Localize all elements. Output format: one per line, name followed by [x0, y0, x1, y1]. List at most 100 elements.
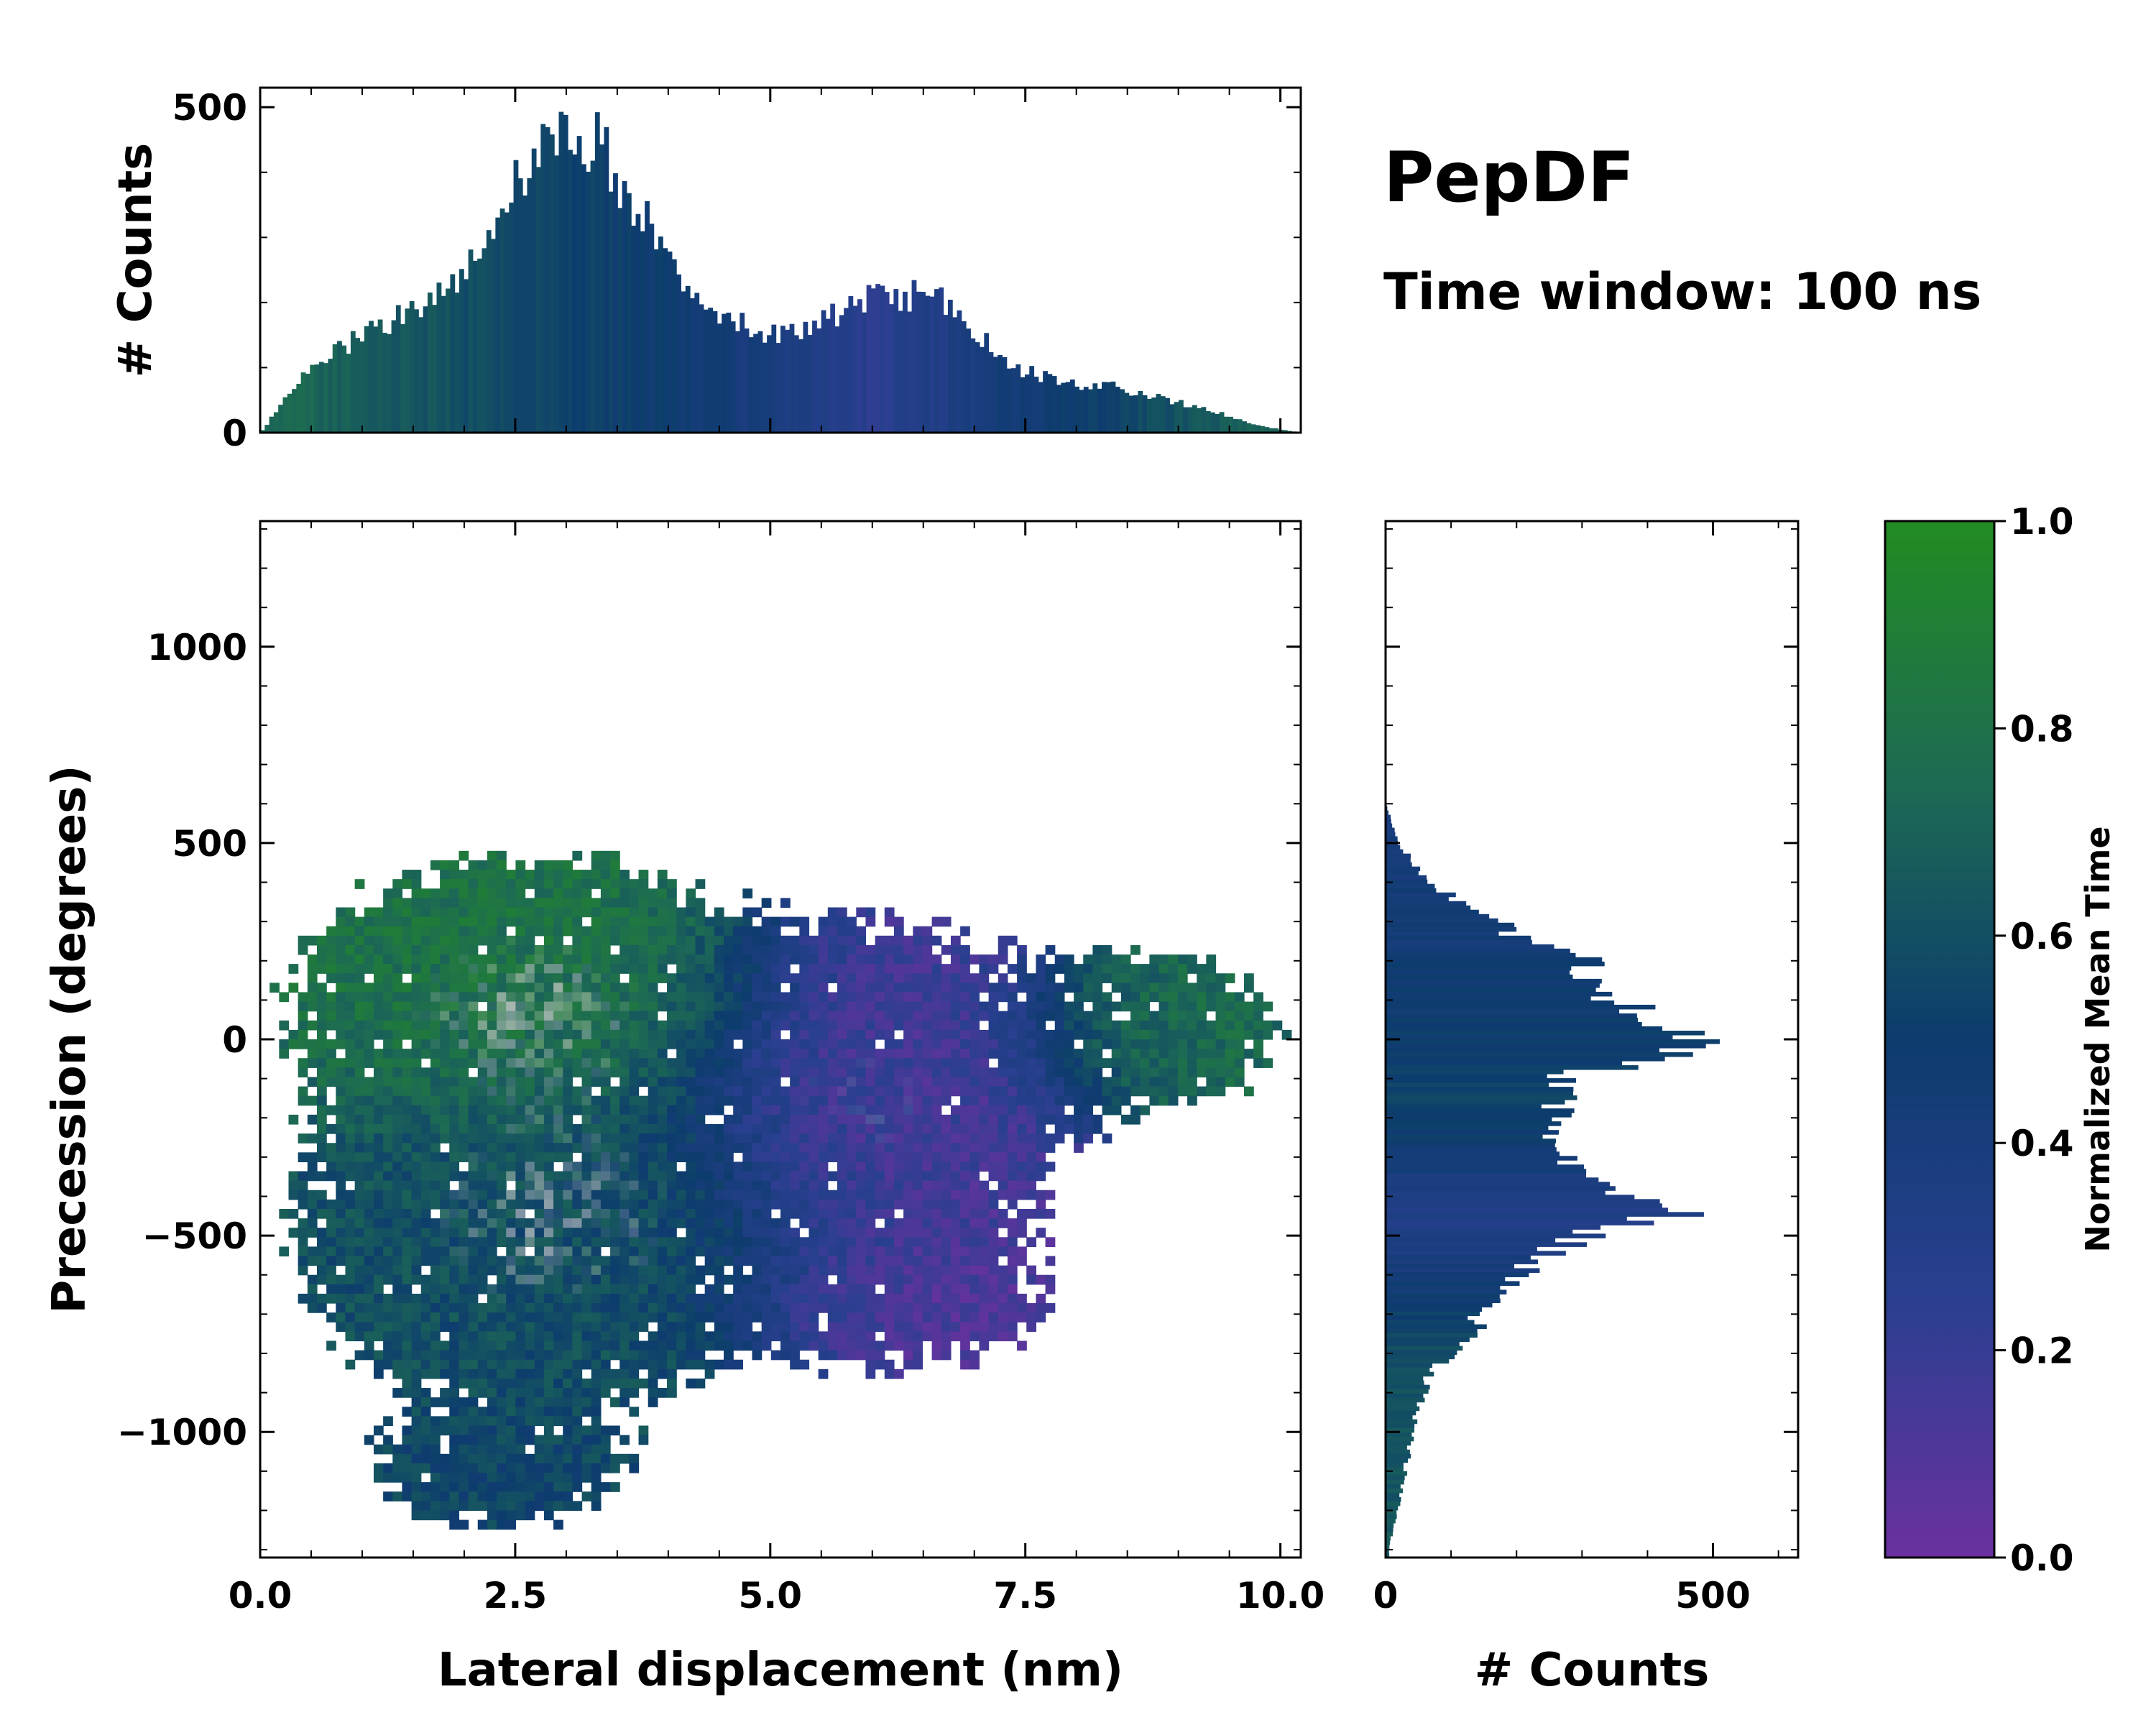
heatmap-cell: [326, 1152, 336, 1163]
heatmap-cell: [657, 888, 668, 898]
heatmap-cell: [581, 1256, 592, 1266]
heatmap-cell: [827, 1208, 838, 1219]
heatmap-cell: [619, 1133, 630, 1144]
heatmap-cell: [733, 1180, 743, 1191]
heatmap-cell: [667, 1180, 677, 1191]
heatmap-cell: [449, 860, 460, 870]
heatmap-cell: [865, 1303, 876, 1313]
top-histogram-bar: [269, 416, 275, 433]
heatmap-cell: [847, 1180, 857, 1191]
heatmap-cell: [676, 1256, 686, 1266]
heatmap-cell: [931, 1029, 942, 1040]
heatmap-cell: [676, 1001, 686, 1012]
heatmap-cell: [487, 1237, 497, 1247]
heatmap-cell: [1177, 983, 1188, 993]
heatmap-cell: [1225, 1039, 1235, 1049]
heatmap-cell: [875, 973, 885, 983]
heatmap-cell: [392, 1331, 403, 1342]
heatmap-cell: [506, 1322, 517, 1332]
top-histogram-bar: [1156, 394, 1161, 433]
heatmap-cell: [695, 907, 706, 918]
heatmap-cell: [440, 983, 450, 993]
heatmap-cell: [497, 860, 507, 870]
heatmap-cell: [884, 1303, 895, 1313]
heatmap-cell: [459, 870, 469, 880]
heatmap-cell: [581, 1350, 592, 1361]
heatmap-cell: [553, 964, 563, 974]
heatmap-cell: [525, 1293, 535, 1304]
heatmap-cell: [676, 935, 686, 946]
heatmap-cell: [629, 1011, 640, 1021]
heatmap-cell: [998, 1020, 1008, 1031]
heatmap-cell: [931, 1077, 942, 1087]
heatmap-cell: [459, 1143, 469, 1153]
heatmap-cell: [941, 992, 952, 1003]
heatmap-cell: [411, 1463, 422, 1473]
heatmap-cell: [969, 1284, 980, 1294]
heatmap-cell: [373, 1199, 384, 1210]
heatmap-cell: [1074, 1020, 1084, 1031]
heatmap-cell: [383, 1274, 393, 1285]
heatmap-cell: [903, 1133, 913, 1144]
heatmap-cell: [1007, 935, 1018, 946]
heatmap-cell: [941, 1095, 952, 1106]
heatmap-cell: [1234, 1067, 1245, 1078]
heatmap-cell: [770, 1162, 781, 1172]
heatmap-cell: [326, 1143, 336, 1153]
heatmap-cell: [780, 935, 791, 946]
heatmap-cell: [790, 1171, 800, 1182]
heatmap-cell: [865, 1218, 876, 1228]
heatmap-cell: [477, 1152, 488, 1163]
heatmap-cell: [657, 954, 668, 965]
top-histogram-bar: [1169, 404, 1175, 433]
heatmap-cell: [1007, 1162, 1018, 1172]
heatmap-cell: [459, 1114, 469, 1125]
heatmap-cell: [487, 1519, 497, 1530]
heatmap-cell: [856, 1274, 867, 1285]
heatmap-cell: [497, 1180, 507, 1191]
heatmap-cell: [572, 1256, 583, 1266]
heatmap-cell: [487, 1114, 497, 1125]
heatmap-cell: [345, 916, 356, 927]
heatmap-cell: [354, 1086, 365, 1097]
heatmap-cell: [497, 1105, 507, 1116]
heatmap-cell: [629, 1293, 640, 1304]
heatmap-cell: [610, 850, 620, 861]
heatmap-cell: [515, 1368, 526, 1379]
heatmap-cell: [998, 1114, 1008, 1125]
heatmap-cell: [383, 1435, 393, 1445]
heatmap-cell: [553, 1029, 563, 1040]
heatmap-cell: [354, 1218, 365, 1228]
heatmap-cell: [1007, 1331, 1018, 1342]
heatmap-cell: [468, 870, 479, 880]
heatmap-cell: [506, 907, 517, 918]
heatmap-cell: [1083, 1123, 1093, 1134]
heatmap-cell: [676, 1265, 686, 1276]
heatmap-cell: [657, 1322, 668, 1332]
heatmap-cell: [856, 1029, 867, 1040]
heatmap-cell: [667, 1077, 677, 1087]
top-histogram-bar: [1065, 382, 1071, 433]
heatmap-cell: [837, 1133, 847, 1144]
heatmap-cell: [553, 1190, 563, 1200]
top-histogram-bar: [1079, 390, 1084, 433]
right-histogram-bar: [1386, 1315, 1468, 1321]
heatmap-cell: [733, 1095, 743, 1106]
heatmap-cell: [808, 1020, 819, 1031]
heatmap-cell: [477, 1190, 488, 1200]
heatmap-cell: [875, 1350, 885, 1361]
right-histogram-bar: [1386, 1238, 1556, 1243]
heatmap-cell: [515, 1265, 526, 1276]
heatmap-cell: [950, 1303, 961, 1313]
heatmap-cell: [827, 1143, 838, 1153]
heatmap-cell: [591, 1180, 602, 1191]
heatmap-cell: [941, 1246, 952, 1257]
heatmap-cell: [875, 1303, 885, 1313]
heatmap-cell: [657, 1388, 668, 1398]
heatmap-cell: [884, 973, 895, 983]
heatmap-cell: [345, 1152, 356, 1163]
heatmap-cell: [1017, 1171, 1027, 1182]
heatmap-cell: [1225, 1011, 1235, 1021]
top-histogram-bar: [292, 389, 297, 433]
heatmap-cell: [931, 1058, 942, 1068]
